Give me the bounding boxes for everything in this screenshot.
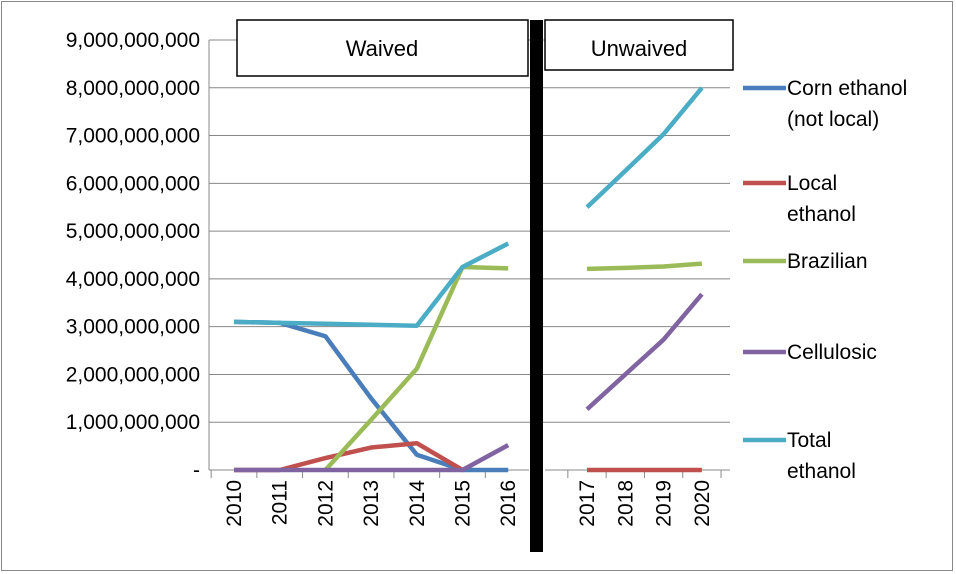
y-tick-label: 6,000,000,000	[66, 172, 200, 195]
legend-label: ethanol	[787, 203, 856, 226]
series-line-cellulosic	[585, 292, 704, 411]
legend-label: Local	[787, 172, 837, 195]
panel-labels: Waived Unwaived	[236, 19, 734, 77]
legend-label: Total	[787, 429, 831, 452]
axes: - 1,000,000,000 2,000,000,000 3,000,000,000…	[66, 29, 730, 527]
x-tick-label: 2018	[614, 480, 637, 527]
x-tick-label: 2011	[269, 480, 292, 525]
series-lines	[233, 86, 704, 473]
y-tick-label: 2,000,000,000	[66, 363, 200, 386]
x-tick-label: 2020	[691, 480, 714, 527]
panel-label-waived-box	[236, 19, 529, 77]
series-line-total-ethanol	[585, 86, 704, 209]
legend-label: (not local)	[787, 108, 879, 131]
legend-label: Brazilian	[787, 250, 868, 273]
x-tick-label: 2017	[576, 480, 599, 527]
grid-lines	[209, 39, 730, 423]
series-line-total-ethanol	[233, 241, 510, 328]
y-tick-label: 3,000,000,000	[66, 316, 200, 339]
y-tick-label: 1,000,000,000	[66, 411, 200, 434]
series-line-brazilian	[323, 264, 509, 472]
series-line-cellulosic	[234, 443, 510, 473]
legend: Corn ethanol (not local) Local ethanol Brazi…	[743, 77, 907, 483]
panel-divider-bar	[530, 20, 543, 552]
y-tick-label: 5,000,000,000	[66, 220, 200, 243]
y-tick-label: 8,000,000,000	[66, 77, 200, 100]
panel-label-unwaived-box	[544, 19, 734, 71]
y-tick-label: -	[193, 459, 200, 482]
panel-divider	[530, 20, 543, 552]
legend-label: Corn ethanol	[787, 77, 907, 100]
x-tick-label: 2013	[360, 480, 383, 527]
legend-label: ethanol	[787, 460, 856, 483]
x-tick-label: 2012	[314, 480, 337, 527]
x-tick-label: 2019	[653, 480, 676, 527]
x-tick-label: 2010	[223, 480, 246, 527]
legend-label: Cellulosic	[787, 341, 877, 364]
series-line-brazilian	[586, 261, 703, 272]
x-tick-label: 2015	[452, 480, 475, 527]
panel-label-unwaived: Unwaived	[591, 36, 688, 61]
x-tick-label: 2014	[406, 480, 429, 527]
panel-label-waived: Waived	[346, 36, 419, 61]
y-tick-label: 9,000,000,000	[66, 29, 200, 52]
y-tick-label: 7,000,000,000	[66, 125, 200, 148]
y-tick-label: 4,000,000,000	[66, 268, 200, 291]
x-tick-label: 2016	[497, 480, 520, 527]
